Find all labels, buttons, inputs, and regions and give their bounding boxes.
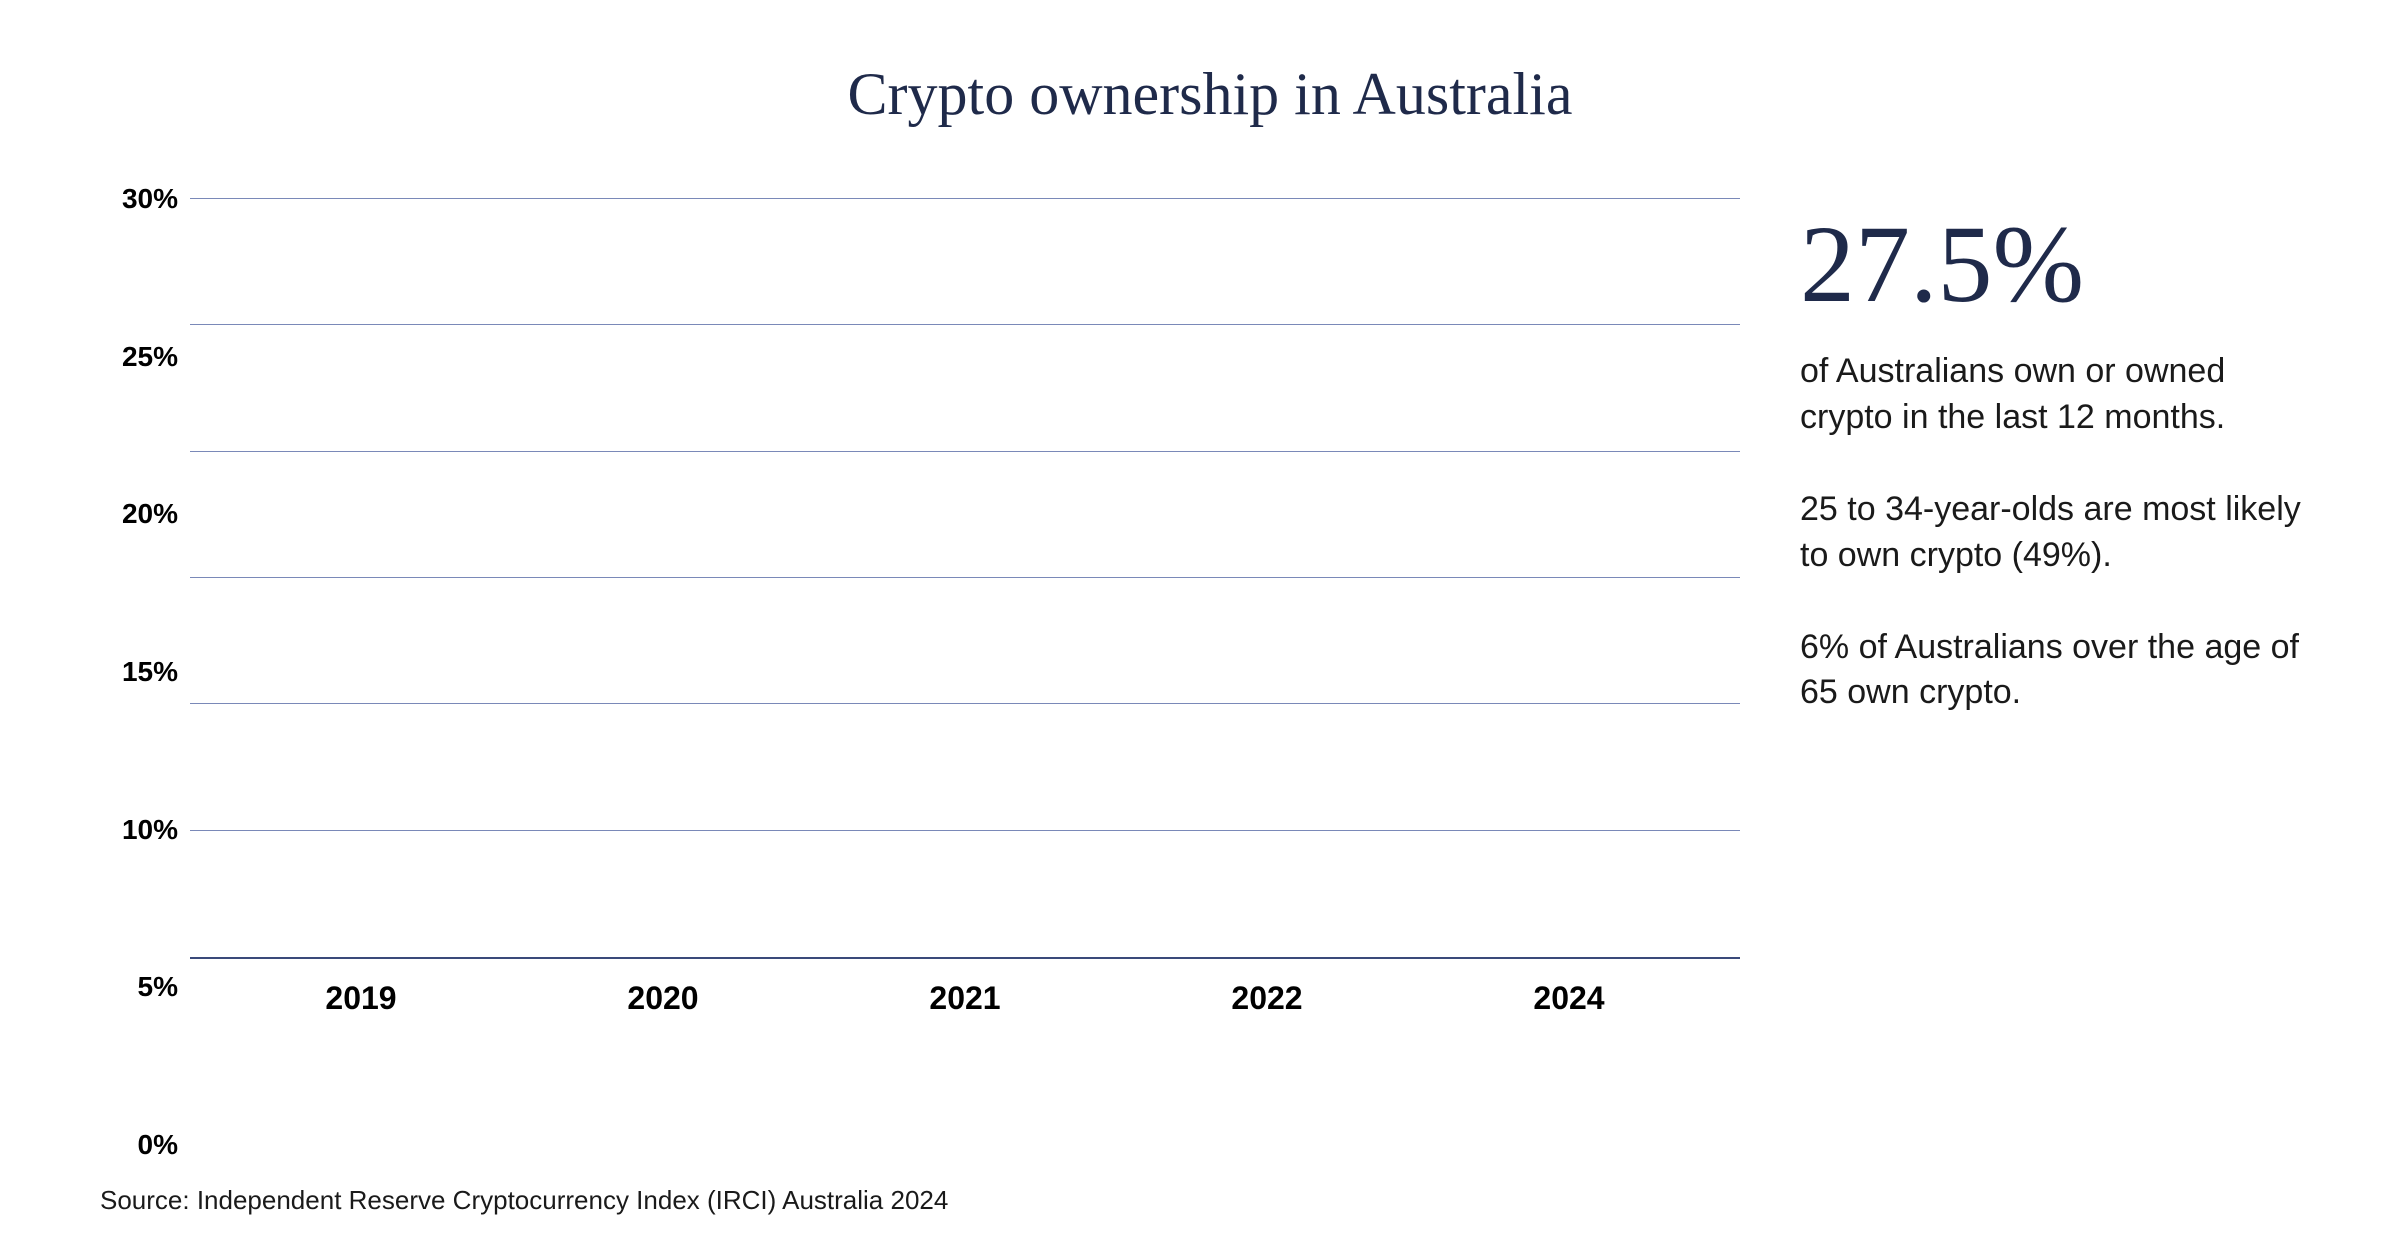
- y-axis: 0% 5% 10% 15% 20% 25% 30%: [100, 199, 190, 1145]
- x-label: 2021: [829, 980, 1101, 1017]
- x-label: 2024: [1433, 980, 1705, 1017]
- y-tick: 0%: [138, 1129, 178, 1161]
- y-tick: 15%: [122, 656, 178, 688]
- chart-area: 0% 5% 10% 15% 20% 25% 30% 16.8% 18.4% 28…: [100, 199, 1740, 1145]
- plot-area: 16.8% 18.4% 28.8% 25.6% 27.5% 2019 2020 …: [190, 199, 1740, 959]
- y-tick: 5%: [138, 971, 178, 1003]
- y-tick: 25%: [122, 341, 178, 373]
- y-tick: 30%: [122, 183, 178, 215]
- chart-container: Crypto ownership in Australia 0% 5% 10% …: [0, 0, 2400, 1256]
- sidebar: 27.5% of Australians own or owned crypto…: [1800, 199, 2320, 1145]
- x-label: 2020: [527, 980, 799, 1017]
- fact-text: of Australians own or owned crypto in th…: [1800, 349, 2320, 441]
- x-label: 2022: [1131, 980, 1403, 1017]
- source-text: Source: Independent Reserve Cryptocurren…: [100, 1185, 2320, 1216]
- content-row: 0% 5% 10% 15% 20% 25% 30% 16.8% 18.4% 28…: [100, 199, 2320, 1145]
- x-axis-labels: 2019 2020 2021 2022 2024: [190, 980, 1740, 1017]
- fact-text: 6% of Australians over the age of 65 own…: [1800, 625, 2320, 717]
- bars-group: 16.8% 18.4% 28.8% 25.6% 27.5%: [190, 199, 1740, 957]
- chart-title: Crypto ownership in Australia: [100, 60, 2320, 129]
- y-tick: 10%: [122, 814, 178, 846]
- headline-stat: 27.5%: [1800, 209, 2320, 319]
- fact-text: 25 to 34-year-olds are most likely to ow…: [1800, 487, 2320, 579]
- y-tick: 20%: [122, 498, 178, 530]
- x-label: 2019: [225, 980, 497, 1017]
